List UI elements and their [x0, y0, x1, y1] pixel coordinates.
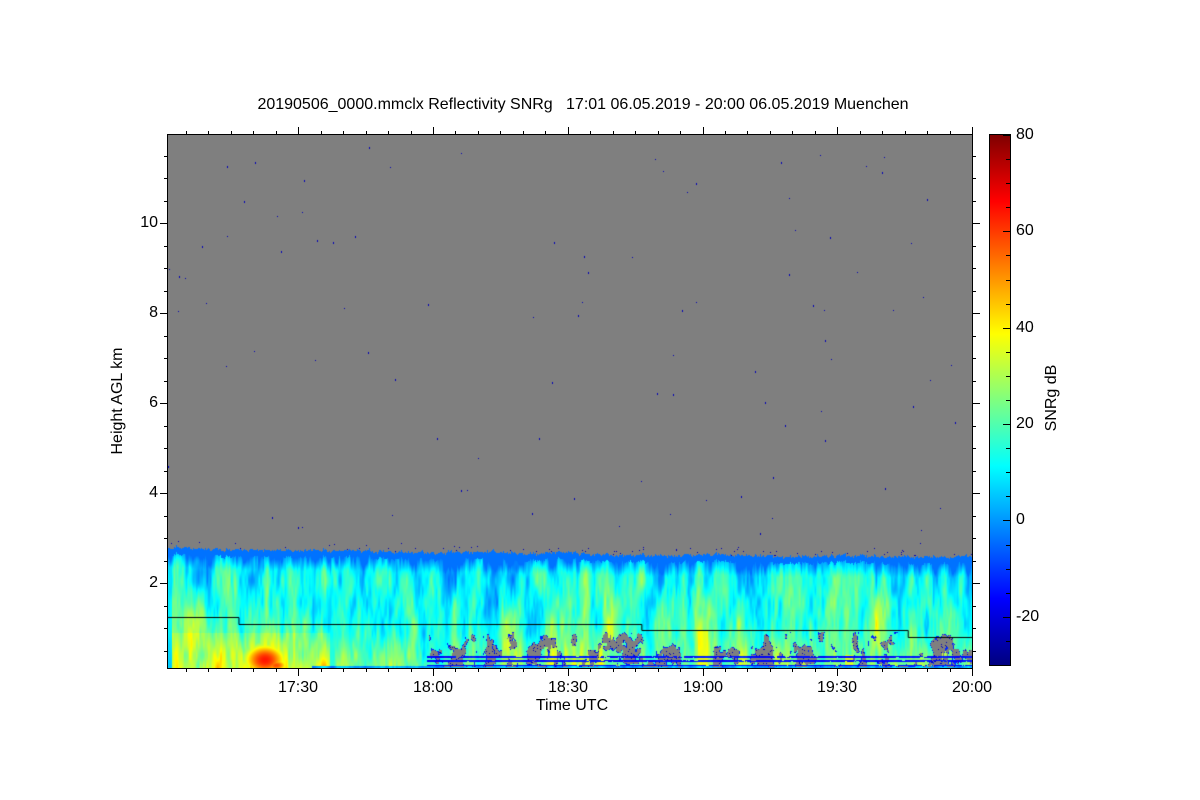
colorbar-major-tick — [1003, 520, 1010, 521]
x-major-tick — [837, 668, 838, 676]
x-tick-label: 19:30 — [816, 679, 858, 696]
colorbar-major-tick — [1003, 617, 1010, 618]
y-major-tick — [972, 583, 980, 584]
x-major-tick — [972, 668, 973, 676]
colorbar-minor-tick — [1006, 352, 1010, 353]
x-major-tick — [298, 668, 299, 676]
y-tick-label: 10 — [140, 214, 158, 231]
colorbar-major-tick — [1003, 328, 1010, 329]
colorbar-label: SNRg dB — [1043, 364, 1060, 432]
x-tick-label: 19:00 — [682, 679, 724, 696]
colorbar-major-tick — [1003, 424, 1010, 425]
colorbar-tick-label: 80 — [1016, 126, 1034, 143]
y-tick-label: 2 — [149, 574, 158, 591]
x-tick-label: 17:30 — [277, 679, 319, 696]
x-tick-label: 20:00 — [951, 679, 993, 696]
colorbar-minor-tick — [1006, 448, 1010, 449]
colorbar-major-tick — [1003, 231, 1010, 232]
colorbar-minor-tick — [1006, 207, 1010, 208]
colorbar-minor-tick — [1006, 496, 1010, 497]
colorbar-minor-tick — [1006, 569, 1010, 570]
y-tick-label: 4 — [149, 484, 158, 501]
x-major-tick — [568, 668, 569, 676]
y-major-tick — [972, 493, 980, 494]
x-major-tick — [433, 668, 434, 676]
colorbar-tick-label: 40 — [1016, 319, 1034, 336]
colorbar-minor-tick — [1006, 641, 1010, 642]
x-tick-label: 18:00 — [412, 679, 454, 696]
colorbar-minor-tick — [1006, 593, 1010, 594]
y-major-tick — [972, 223, 980, 224]
chart-title: 20190506_0000.mmclx Reflectivity SNRg 17… — [257, 96, 909, 113]
colorbar-major-tick — [1003, 135, 1010, 136]
y-axis-label: Height AGL km — [109, 347, 126, 455]
colorbar-tick-label: 0 — [1016, 511, 1025, 528]
colorbar-minor-tick — [1006, 280, 1010, 281]
colorbar-tick-label: -20 — [1016, 608, 1040, 625]
colorbar-tick-label: 60 — [1016, 222, 1034, 239]
plot-area — [167, 134, 973, 669]
y-tick-label: 8 — [149, 304, 158, 321]
x-major-tick — [703, 668, 704, 676]
x-axis-label: Time UTC — [535, 697, 609, 714]
colorbar-minor-tick — [1006, 376, 1010, 377]
colorbar-minor-tick — [1006, 545, 1010, 546]
radar-heatmap-canvas — [168, 135, 972, 668]
colorbar-minor-tick — [1006, 400, 1010, 401]
y-major-tick — [972, 313, 980, 314]
y-major-tick — [972, 403, 980, 404]
colorbar-minor-tick — [1006, 304, 1010, 305]
colorbar-minor-tick — [1006, 183, 1010, 184]
colorbar-minor-tick — [1006, 159, 1010, 160]
colorbar — [989, 134, 1011, 666]
x-tick-label: 18:30 — [547, 679, 589, 696]
colorbar-minor-tick — [1006, 255, 1010, 256]
colorbar-minor-tick — [1006, 472, 1010, 473]
